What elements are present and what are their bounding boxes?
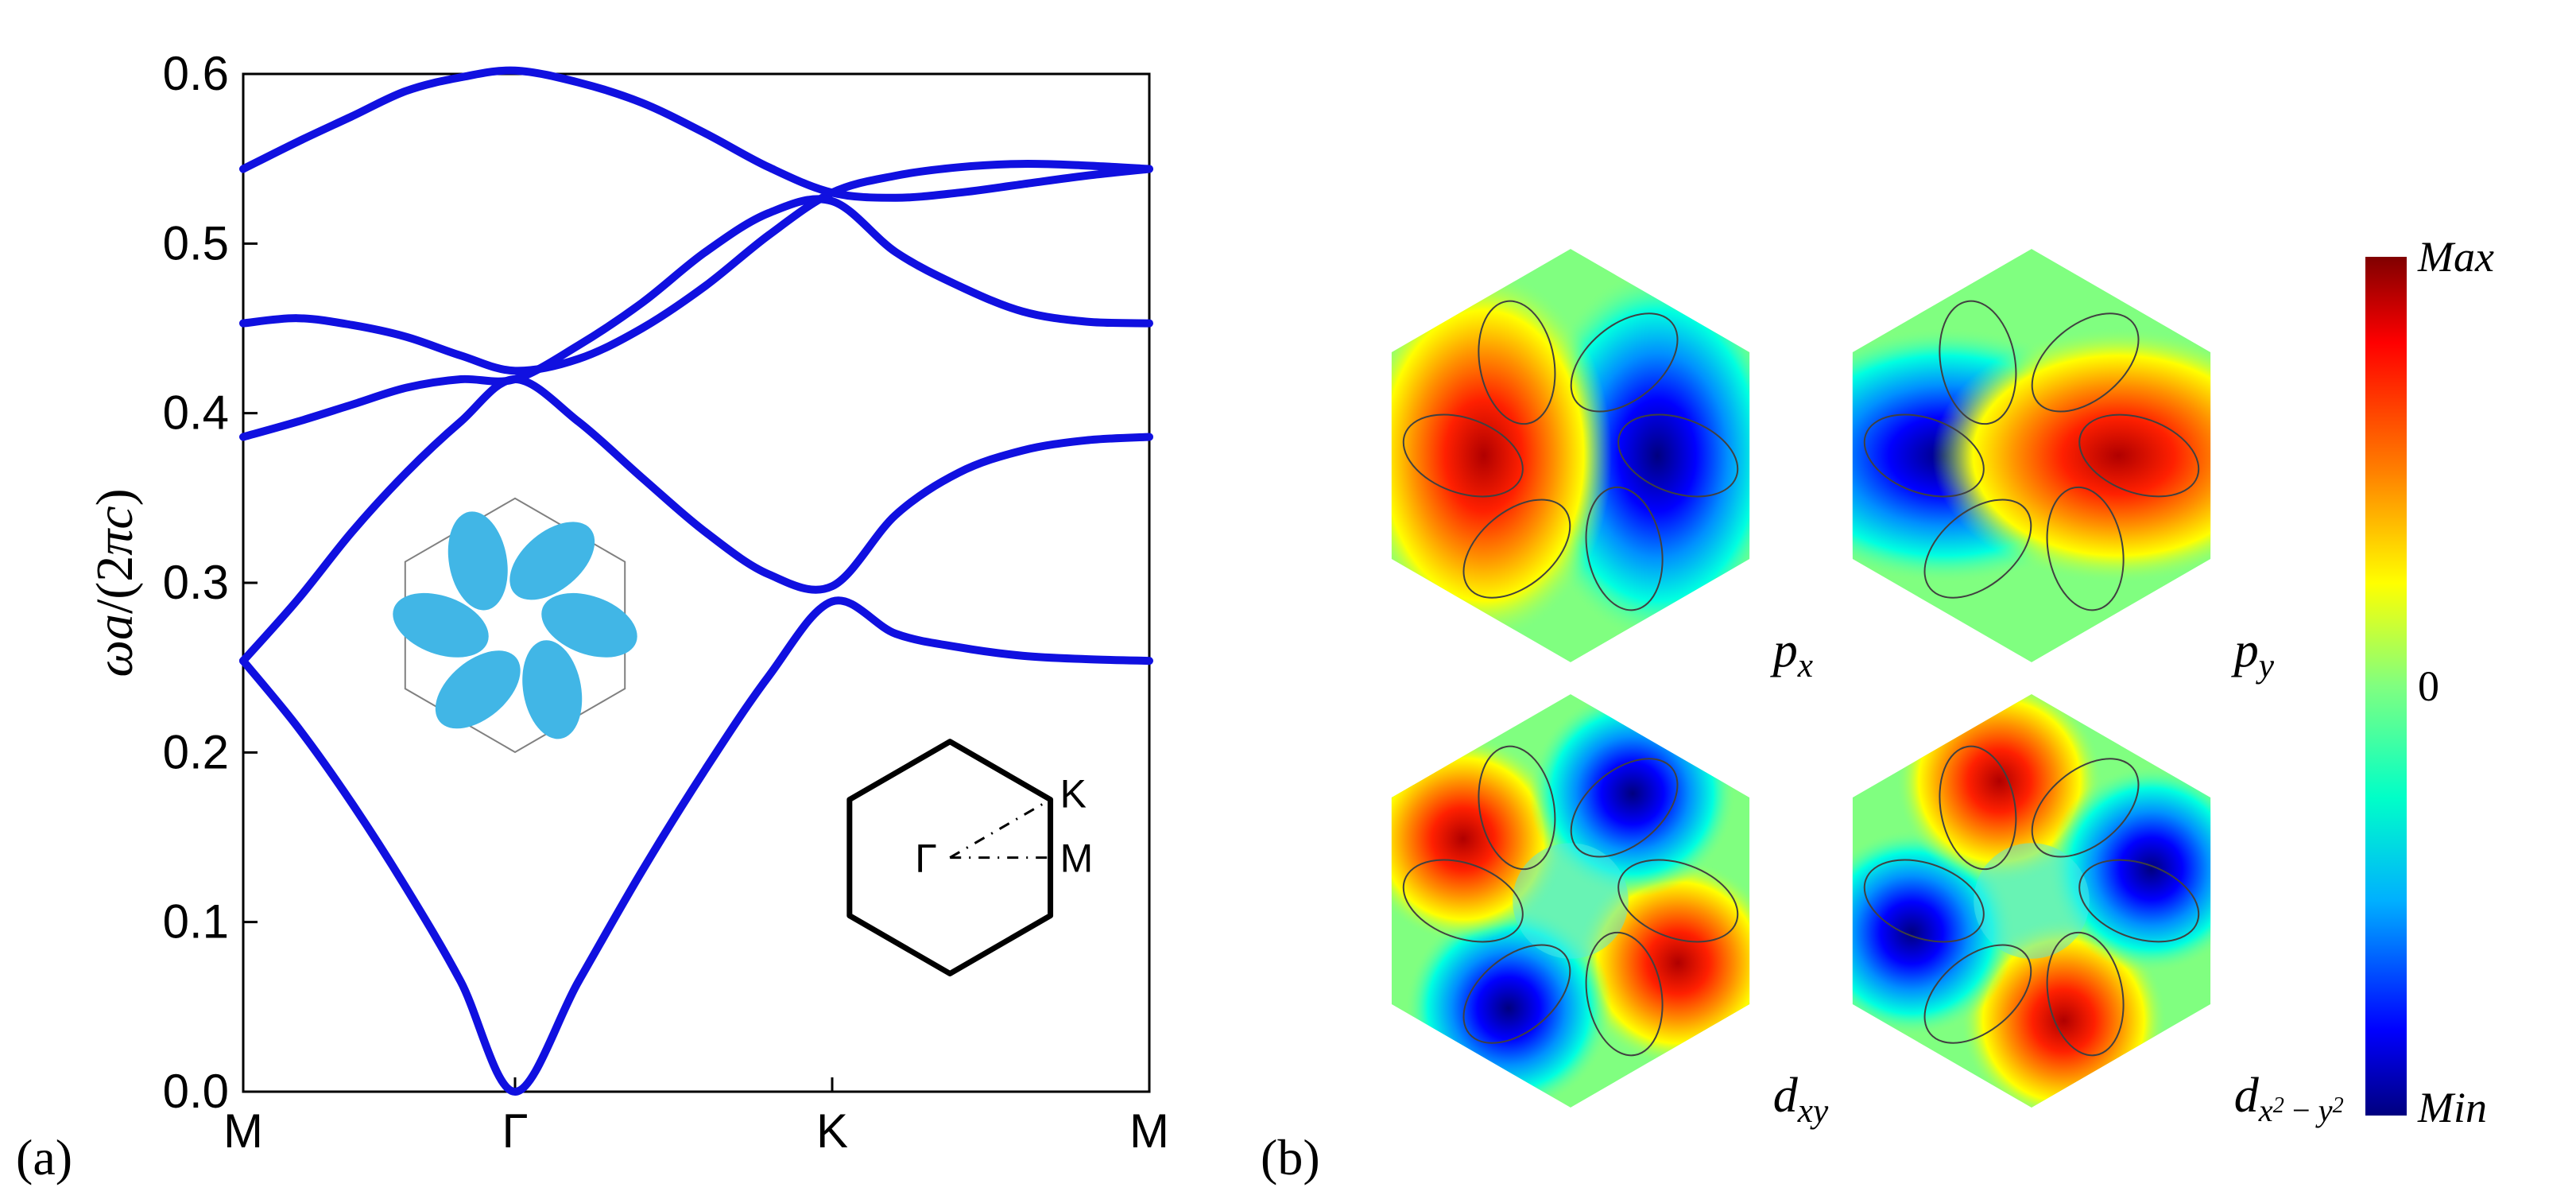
- svg-text:0.2: 0.2: [163, 725, 229, 778]
- svg-text:0.0: 0.0: [163, 1065, 229, 1118]
- eigenmode-grid: px py dxy dx2 − y2 Max 0 Min: [1332, 201, 2576, 1203]
- colorbar: [2365, 257, 2407, 1116]
- band-band5: [243, 71, 1149, 198]
- colorbar-label-max: Max: [2417, 233, 2494, 281]
- mode-label-px: px: [1769, 623, 1812, 685]
- svg-text:0.4: 0.4: [163, 386, 229, 440]
- svg-text:0.5: 0.5: [163, 216, 229, 270]
- mode-label-py: py: [2230, 623, 2274, 685]
- svg-text:ωa/(2πc): ωa/(2πc): [86, 488, 144, 677]
- mode-dx2y2: [1808, 677, 2254, 1123]
- svg-text:K: K: [1060, 772, 1087, 817]
- panel-b: (b) px py dxy dx2 − y2 Max 0 Min: [1245, 201, 2576, 1203]
- svg-text:Γ: Γ: [915, 836, 937, 881]
- mode-px: [1355, 249, 1785, 662]
- panel-b-label: (b): [1245, 1128, 1332, 1203]
- mode-py: [1758, 249, 2303, 662]
- mode-label-dxy: dxy: [1772, 1069, 1828, 1130]
- figure: (a) 0.00.10.20.30.40.50.6MΓKMωa/(2πc)ΓKM…: [0, 0, 2576, 1203]
- colorbar-label-zero: 0: [2418, 662, 2439, 710]
- svg-text:0.3: 0.3: [163, 556, 229, 609]
- band-band1: [243, 600, 1149, 1092]
- panel-a-label: (a): [0, 1128, 84, 1203]
- svg-text:K: K: [816, 1104, 848, 1158]
- colorbar-label-min: Min: [2417, 1084, 2487, 1131]
- svg-text:M: M: [1129, 1104, 1169, 1158]
- band-band2: [243, 379, 1149, 661]
- band-band4: [243, 164, 1149, 371]
- svg-text:M: M: [223, 1104, 263, 1158]
- svg-text:0.1: 0.1: [163, 895, 229, 949]
- svg-text:0.6: 0.6: [163, 50, 229, 100]
- band-band3: [243, 199, 1149, 437]
- svg-text:Γ: Γ: [502, 1104, 529, 1158]
- band-structure-plot: 0.00.10.20.30.40.50.6MΓKMωa/(2πc)ΓKM: [84, 50, 1213, 1203]
- panel-a: (a) 0.00.10.20.30.40.50.6MΓKMωa/(2πc)ΓKM: [0, 50, 1213, 1203]
- mode-label-dx2y2: dx2 − y2: [2233, 1069, 2343, 1128]
- svg-text:M: M: [1060, 836, 1094, 881]
- mode-dxy: [1360, 690, 1781, 1112]
